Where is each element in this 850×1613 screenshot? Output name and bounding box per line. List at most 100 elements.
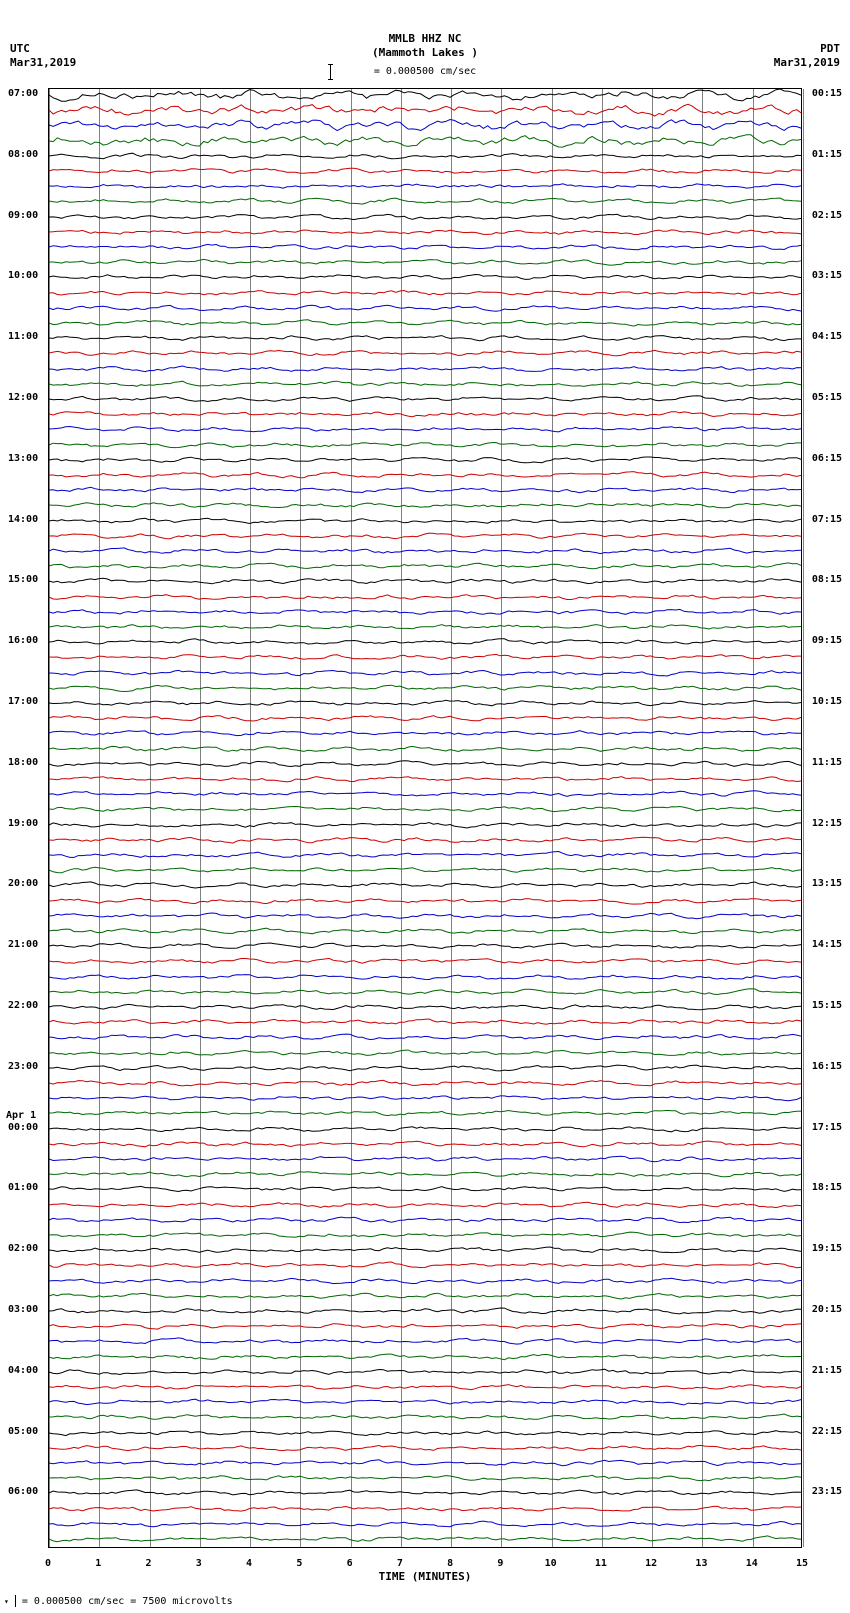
seismogram-plot [48, 88, 802, 1548]
seismic-trace [49, 1288, 801, 1304]
seismic-trace [49, 1029, 801, 1045]
hour-label-local: 00:15 [812, 88, 842, 99]
x-tick: 6 [347, 1558, 353, 1569]
seismic-trace [49, 1394, 801, 1410]
seismic-trace [49, 1045, 801, 1061]
seismic-trace [49, 543, 801, 559]
seismic-trace [49, 893, 801, 909]
seismic-trace [49, 269, 801, 285]
hour-label-local: 01:15 [812, 149, 842, 160]
x-tick: 14 [746, 1558, 758, 1569]
seismic-trace [49, 133, 801, 149]
seismic-trace [49, 1303, 801, 1319]
hour-label-utc: 16:00 [8, 635, 38, 646]
x-tick: 5 [296, 1558, 302, 1569]
seismic-trace [49, 300, 801, 316]
seismic-trace [49, 1212, 801, 1228]
hour-label-utc: 01:00 [8, 1182, 38, 1193]
seismic-trace [49, 1485, 801, 1501]
seismic-trace [49, 938, 801, 954]
seismic-trace [49, 87, 801, 103]
seismic-trace [49, 847, 801, 863]
seismic-trace [49, 497, 801, 513]
seismic-trace [49, 528, 801, 544]
hour-label-utc: 12:00 [8, 392, 38, 403]
day-marker: Apr 1 [6, 1110, 36, 1121]
timezone-right: PDT [820, 42, 840, 55]
footer-scale: ▾ = 0.000500 cm/sec = 7500 microvolts [4, 1595, 233, 1607]
seismic-trace [49, 1151, 801, 1167]
seismic-trace [49, 969, 801, 985]
station-code: MMLB HHZ NC [0, 32, 850, 45]
seismic-trace [49, 801, 801, 817]
x-tick: 15 [796, 1558, 808, 1569]
seismic-trace [49, 452, 801, 468]
seismic-trace [49, 756, 801, 772]
seismic-trace [49, 817, 801, 833]
hour-label-utc: 17:00 [8, 696, 38, 707]
seismic-trace [49, 1257, 801, 1273]
hour-label-local: 02:15 [812, 210, 842, 221]
seismic-trace [49, 1197, 801, 1213]
seismic-trace [49, 467, 801, 483]
seismic-trace [49, 680, 801, 696]
hour-label-local: 17:15 [812, 1122, 842, 1133]
x-tick: 1 [95, 1558, 101, 1569]
seismic-trace [49, 649, 801, 665]
hour-label-local: 06:15 [812, 453, 842, 464]
date-right: Mar31,2019 [774, 56, 840, 69]
x-tick: 7 [397, 1558, 403, 1569]
seismic-trace [49, 725, 801, 741]
seismic-trace [49, 1425, 801, 1441]
x-tick: 12 [645, 1558, 657, 1569]
date-left: Mar31,2019 [10, 56, 76, 69]
seismic-trace [49, 1166, 801, 1182]
seismic-trace [49, 1379, 801, 1395]
seismic-trace [49, 163, 801, 179]
hour-label-utc: 05:00 [8, 1426, 38, 1437]
seismic-trace [49, 193, 801, 209]
seismic-trace [49, 1318, 801, 1334]
seismic-trace [49, 923, 801, 939]
seismic-trace [49, 604, 801, 620]
seismic-trace [49, 406, 801, 422]
seismic-trace [49, 1121, 801, 1137]
station-location: (Mammoth Lakes ) [0, 46, 850, 59]
x-tick: 8 [447, 1558, 453, 1569]
seismic-trace [49, 285, 801, 301]
seismic-trace [49, 695, 801, 711]
hour-label-utc: 10:00 [8, 270, 38, 281]
seismic-trace [49, 558, 801, 574]
seismic-trace [49, 999, 801, 1015]
seismic-trace [49, 1333, 801, 1349]
seismic-trace [49, 984, 801, 1000]
hour-label-local: 23:15 [812, 1486, 842, 1497]
hour-label-utc: 22:00 [8, 1000, 38, 1011]
seismic-trace [49, 315, 801, 331]
x-tick: 3 [196, 1558, 202, 1569]
seismic-trace [49, 710, 801, 726]
seismic-trace [49, 953, 801, 969]
seismic-trace [49, 513, 801, 529]
seismic-trace [49, 148, 801, 164]
hour-label-local: 11:15 [812, 757, 842, 768]
seismic-trace [49, 771, 801, 787]
seismic-trace [49, 832, 801, 848]
seismic-trace [49, 178, 801, 194]
x-axis-label: TIME (MINUTES) [0, 1570, 850, 1583]
x-tick: 0 [45, 1558, 51, 1569]
x-tick: 2 [146, 1558, 152, 1569]
seismic-trace [49, 862, 801, 878]
hour-label-local: 19:15 [812, 1243, 842, 1254]
hour-label-utc: 08:00 [8, 149, 38, 160]
seismic-trace [49, 1181, 801, 1197]
hour-label-local: 20:15 [812, 1304, 842, 1315]
hour-label-utc: 18:00 [8, 757, 38, 768]
seismic-trace [49, 224, 801, 240]
hour-label-utc: 00:00 [8, 1122, 38, 1133]
seismic-trace [49, 1470, 801, 1486]
hour-label-local: 10:15 [812, 696, 842, 707]
seismic-trace [49, 345, 801, 361]
x-tick: 9 [497, 1558, 503, 1569]
hour-label-utc: 13:00 [8, 453, 38, 464]
